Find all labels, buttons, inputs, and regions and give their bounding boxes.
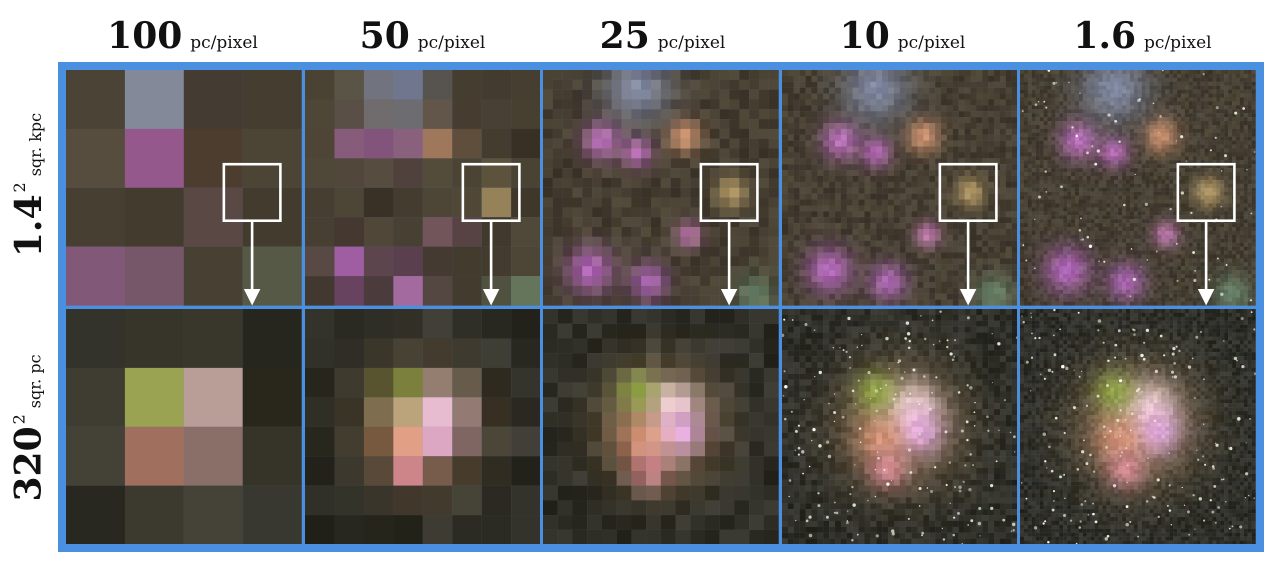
arrow-down-icon [1198, 289, 1215, 306]
arrow-down-icon [959, 289, 977, 306]
resolution-value: 100 [107, 15, 183, 57]
column-header-4: 1.6 pc/pixel [1024, 12, 1261, 60]
wide-field-image-3 [781, 70, 1018, 306]
wide-field-image-1 [304, 70, 541, 306]
resolution-unit: pc/pixel [657, 33, 726, 53]
zoom-field-image-0 [66, 308, 302, 544]
wide-field-image-4 [1020, 70, 1256, 306]
column-header-2: 25 pc/pixel [544, 12, 781, 60]
wide-field-image-0 [66, 70, 302, 306]
row-label-0: 1.4 2 sqr. kpc [4, 66, 54, 304]
resolution-value: 1.6 [1073, 15, 1137, 57]
resolution-unit: pc/pixel [417, 33, 486, 53]
row-label-1: 320 2 sqr. pc [4, 308, 54, 548]
arrow-down-icon [721, 289, 738, 306]
field-size-exponent: 2 [10, 414, 29, 425]
field-size-unit: sqr. kpc [26, 112, 45, 177]
field-size-unit: sqr. pc [26, 354, 45, 409]
resolution-value: 10 [839, 15, 890, 57]
wide-field-image-2 [543, 70, 779, 306]
resolution-unit: pc/pixel [897, 33, 966, 53]
arrow-down-icon [243, 289, 261, 306]
zoom-field-image-3 [781, 308, 1018, 544]
column-header-0: 100 pc/pixel [64, 12, 301, 60]
column-header-3: 10 pc/pixel [784, 12, 1021, 60]
field-size-value: 1.4 [8, 194, 50, 258]
resolution-unit: pc/pixel [190, 33, 258, 53]
zoom-field-image-2 [543, 308, 779, 544]
column-header-1: 50 pc/pixel [304, 12, 541, 60]
zoom-field-image-4 [1020, 308, 1256, 544]
image-grid-frame [58, 62, 1264, 552]
field-size-exponent: 2 [10, 182, 29, 193]
resolution-value: 25 [599, 15, 650, 57]
resolution-unit: pc/pixel [1144, 33, 1212, 53]
arrow-down-icon [482, 289, 499, 306]
resolution-value: 50 [359, 15, 410, 57]
field-size-value: 320 [8, 426, 50, 502]
zoom-field-image-1 [304, 308, 541, 544]
